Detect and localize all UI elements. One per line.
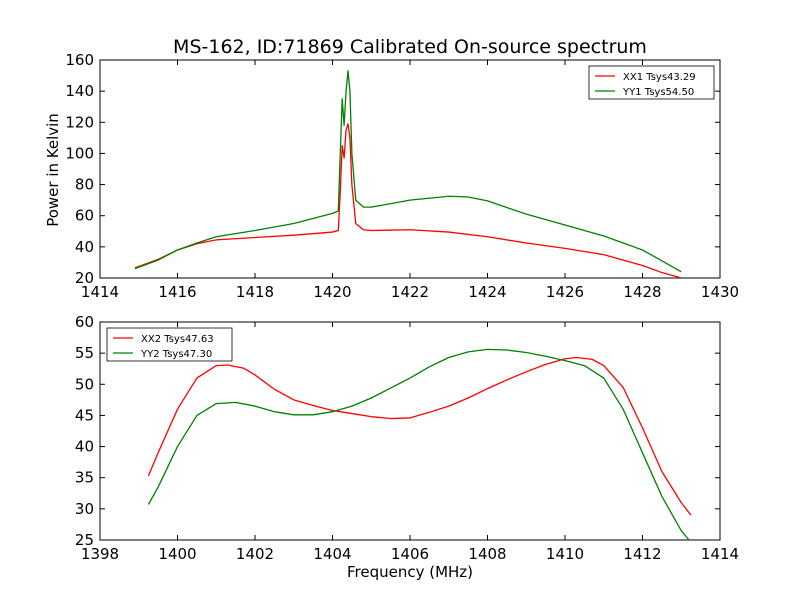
legend: XX2 Tsys47.63 YY2 Tsys47.30 — [106, 327, 233, 362]
legend-entry-label: XX2 Tsys47.63 — [141, 334, 214, 345]
x-tick-label: 1400 — [158, 545, 196, 563]
top-spectrum-panel: 1414 1416 1418 1420 1422 1424 1426 1428 1430 20 40… — [65, 51, 739, 301]
y-tick-label: 40 — [75, 438, 94, 456]
x-tick-label: 1412 — [623, 545, 661, 563]
legend: XX1 Tsys43.29 YY1 Tsys54.50 — [588, 65, 715, 100]
series-line-yy — [147, 348, 690, 540]
x-tick-label: 1424 — [468, 283, 506, 301]
y-tick-label: 60 — [75, 207, 94, 225]
y-tick-label: 50 — [75, 375, 94, 393]
y-tick-label: 80 — [75, 176, 94, 194]
y-tick-label: 40 — [75, 238, 94, 256]
series-line-yy — [134, 70, 682, 273]
x-tick-label: 1410 — [546, 545, 584, 563]
y-tick-label: 100 — [65, 144, 94, 162]
x-tick-label: 1430 — [701, 283, 739, 301]
legend-box — [106, 327, 233, 362]
x-tick-label: 1414 — [701, 545, 739, 563]
x-tick-label: 1404 — [313, 545, 351, 563]
x-tick-label: 1420 — [313, 283, 351, 301]
x-tick-label: 1398 — [81, 545, 119, 563]
series-line-xx — [134, 123, 682, 278]
x-tick-label: 1416 — [158, 283, 196, 301]
y-tick-label: 25 — [75, 531, 94, 549]
legend-entry-label: YY1 Tsys54.50 — [622, 87, 694, 98]
x-tick-label: 1428 — [623, 283, 661, 301]
chart-title: MS-162, ID:71869 Calibrated On-source sp… — [173, 36, 647, 58]
y-tick-label: 60 — [75, 313, 94, 331]
x-tick-label: 1422 — [391, 283, 429, 301]
bottom-spectrum-panel: 1398 1400 1402 1404 1406 1408 1410 1412 1414 25 30… — [75, 313, 739, 563]
y-tick-label: 20 — [75, 269, 94, 287]
y-tick-label: 160 — [65, 51, 94, 69]
x-tick-label: 1402 — [236, 545, 274, 563]
y-tick-label: 30 — [75, 500, 94, 518]
legend-entry-label: XX1 Tsys43.29 — [623, 72, 696, 83]
legend-entry-label: YY2 Tsys47.30 — [140, 349, 212, 360]
bottom-x-axis-label: Frequency (MHz) — [347, 563, 473, 581]
y-tick-label: 45 — [75, 406, 94, 424]
x-tick-label: 1418 — [236, 283, 274, 301]
series-line-xx — [147, 356, 692, 516]
y-tick-label: 120 — [65, 113, 94, 131]
y-tick-label: 140 — [65, 82, 94, 100]
legend-box — [588, 65, 715, 100]
top-y-axis-label: Power in Kelvin — [44, 113, 62, 227]
x-tick-label: 1426 — [546, 283, 584, 301]
y-tick-label: 35 — [75, 469, 94, 487]
x-tick-label: 1408 — [468, 545, 506, 563]
x-tick-label: 1414 — [81, 283, 119, 301]
y-tick-label: 55 — [75, 344, 94, 362]
x-tick-label: 1406 — [391, 545, 429, 563]
